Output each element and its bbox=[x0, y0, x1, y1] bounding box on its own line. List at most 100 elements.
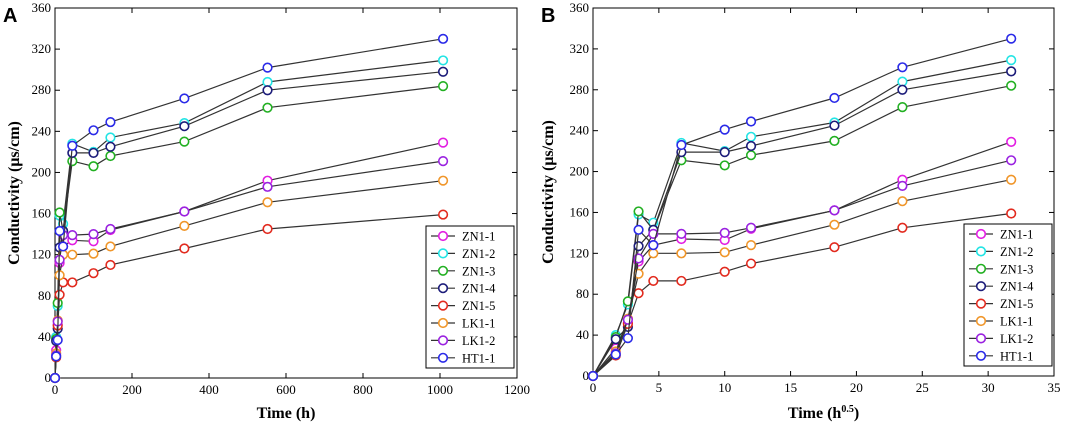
y-tick-label: 360 bbox=[570, 0, 590, 15]
legend-label: ZN1-4 bbox=[1000, 280, 1034, 294]
legend-label: ZN1-2 bbox=[462, 247, 495, 261]
legend-marker bbox=[975, 263, 987, 274]
legend-marker bbox=[437, 300, 449, 311]
data-point bbox=[179, 93, 190, 104]
x-tick-label: 25 bbox=[916, 380, 929, 395]
x-tick-label: 20 bbox=[850, 380, 863, 395]
legend-label: ZN1-5 bbox=[462, 299, 495, 313]
data-point bbox=[105, 150, 116, 162]
legend-label: LK1-2 bbox=[1000, 332, 1033, 346]
data-point bbox=[1006, 208, 1017, 219]
legend-marker bbox=[975, 228, 987, 240]
data-point bbox=[1006, 33, 1017, 44]
data-point bbox=[437, 55, 449, 66]
x-tick-label: 400 bbox=[199, 382, 219, 397]
legend-marker bbox=[975, 281, 987, 292]
y-tick-label: 360 bbox=[32, 0, 52, 15]
y-tick-label: 120 bbox=[32, 247, 52, 262]
legend-marker bbox=[437, 248, 449, 259]
legend-marker bbox=[437, 317, 449, 329]
series-ht1-1 bbox=[49, 33, 449, 384]
legend-label: LK1-1 bbox=[1000, 315, 1033, 329]
data-point bbox=[105, 141, 116, 152]
data-point bbox=[745, 258, 757, 269]
legend-label: ZN1-5 bbox=[1000, 297, 1033, 311]
data-point bbox=[51, 351, 62, 362]
x-tick-label: 0 bbox=[590, 380, 597, 395]
data-point bbox=[676, 248, 687, 259]
data-point bbox=[897, 180, 908, 191]
y-tick-label: 320 bbox=[32, 41, 52, 56]
data-point bbox=[719, 266, 730, 277]
data-point bbox=[719, 124, 730, 135]
data-point bbox=[105, 223, 116, 235]
data-point bbox=[105, 241, 116, 252]
data-point bbox=[648, 248, 659, 259]
legend-label: HT1-1 bbox=[1000, 349, 1033, 363]
data-point bbox=[262, 102, 273, 113]
legend-label: ZN1-1 bbox=[462, 230, 495, 244]
data-point bbox=[57, 241, 69, 252]
data-point bbox=[648, 275, 659, 287]
y-tick-label: 80 bbox=[576, 286, 589, 301]
y-tick-label: 280 bbox=[32, 82, 52, 97]
panel-label: B bbox=[541, 5, 555, 27]
y-tick-label: 0 bbox=[45, 370, 52, 385]
legend-label: LK1-1 bbox=[462, 317, 495, 331]
data-point bbox=[105, 259, 116, 271]
legend: ZN1-1 ZN1-2 ZN1-3 ZN1-4 ZN1-5 LK1-1 LK1-2 HT1-1 bbox=[425, 225, 515, 369]
x-tick-label: 200 bbox=[122, 382, 142, 397]
data-point bbox=[719, 227, 730, 238]
x-axis-label: Time (h) bbox=[257, 405, 316, 422]
data-point bbox=[622, 333, 634, 344]
legend-marker bbox=[437, 265, 449, 276]
data-point bbox=[676, 275, 687, 287]
series-zn1-5 bbox=[49, 209, 449, 384]
data-point bbox=[1006, 66, 1017, 77]
series-line bbox=[54, 180, 444, 379]
data-point bbox=[719, 160, 730, 171]
y-tick-label: 80 bbox=[38, 288, 51, 303]
data-point bbox=[1006, 80, 1017, 91]
series-lk1-2 bbox=[587, 155, 1017, 382]
series-lk1-1 bbox=[49, 175, 449, 384]
data-point bbox=[179, 220, 190, 231]
y-tick-label: 0 bbox=[583, 368, 590, 383]
data-point bbox=[52, 334, 63, 346]
legend-marker bbox=[437, 352, 449, 363]
data-point bbox=[437, 156, 449, 167]
legend-marker bbox=[975, 333, 987, 344]
legend-marker bbox=[437, 335, 449, 346]
legend-marker bbox=[975, 298, 987, 309]
x-tick-label: 10 bbox=[718, 380, 731, 395]
series-ht1-1 bbox=[587, 33, 1017, 382]
data-point bbox=[1006, 155, 1017, 166]
data-point bbox=[648, 240, 659, 251]
y-tick-label: 200 bbox=[570, 164, 590, 179]
x-tick-label: 30 bbox=[982, 380, 995, 395]
x-tick-label: 1200 bbox=[504, 382, 530, 397]
x-axis-label: Time (h0.5) bbox=[788, 404, 859, 422]
series-line bbox=[592, 70, 1012, 377]
data-point bbox=[54, 225, 65, 237]
legend-label: ZN1-2 bbox=[1000, 245, 1033, 259]
plot-frame bbox=[592, 7, 1055, 377]
legend-label: ZN1-4 bbox=[462, 282, 496, 296]
y-axis-label: Conductivity (μs/cm) bbox=[6, 121, 23, 265]
data-point bbox=[49, 372, 61, 384]
data-point bbox=[105, 132, 116, 143]
chart-panel-b: 0 40 80 120 160 200 240 280 320 360 0 5 10 15 20 25 30 35… bbox=[540, 0, 1061, 422]
data-point bbox=[745, 131, 757, 142]
x-tick-label: 35 bbox=[1048, 380, 1061, 395]
series-line bbox=[592, 38, 1012, 377]
data-point bbox=[1006, 136, 1017, 148]
data-point bbox=[262, 223, 273, 235]
data-point bbox=[88, 161, 99, 172]
data-point bbox=[587, 370, 599, 382]
data-point bbox=[262, 76, 273, 88]
series-line bbox=[54, 214, 444, 379]
data-point bbox=[179, 206, 190, 217]
data-point bbox=[633, 224, 644, 235]
x-tick-label: 15 bbox=[784, 380, 797, 395]
x-tick-label: 1000 bbox=[427, 382, 453, 397]
